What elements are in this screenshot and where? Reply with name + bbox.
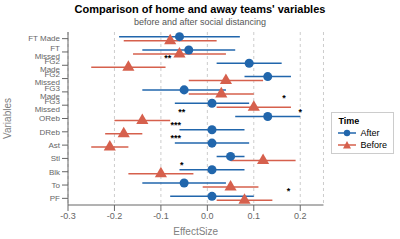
svg-text:-0.3: -0.3 bbox=[60, 211, 76, 221]
svg-text:**: ** bbox=[178, 107, 186, 117]
svg-text:***: *** bbox=[171, 133, 182, 143]
svg-text:EffectSize: EffectSize bbox=[173, 226, 218, 237]
svg-text:*: * bbox=[282, 93, 286, 103]
svg-text:***: *** bbox=[171, 120, 182, 130]
svg-text:*: * bbox=[287, 186, 291, 196]
svg-text:PF: PF bbox=[50, 194, 60, 203]
svg-text:-0.1: -0.1 bbox=[153, 211, 169, 221]
svg-text:0.2: 0.2 bbox=[294, 211, 307, 221]
svg-text:FT Made: FT Made bbox=[28, 34, 60, 43]
svg-text:Ast: Ast bbox=[48, 141, 60, 150]
svg-text:OReb: OReb bbox=[39, 114, 60, 123]
svg-text:-0.2: -0.2 bbox=[107, 211, 123, 221]
svg-text:To: To bbox=[52, 181, 61, 190]
svg-text:*: * bbox=[298, 107, 302, 117]
svg-text:**: ** bbox=[164, 53, 172, 63]
svg-text:0.0: 0.0 bbox=[201, 211, 214, 221]
svg-text:FTMissed: FTMissed bbox=[35, 44, 60, 61]
svg-text:Blk: Blk bbox=[49, 168, 61, 177]
svg-text:0.1: 0.1 bbox=[248, 211, 261, 221]
svg-text:Stl: Stl bbox=[51, 154, 61, 163]
svg-text:Variables: Variables bbox=[2, 98, 13, 139]
svg-text:*: * bbox=[180, 160, 184, 170]
svg-text:DReb: DReb bbox=[40, 128, 61, 137]
